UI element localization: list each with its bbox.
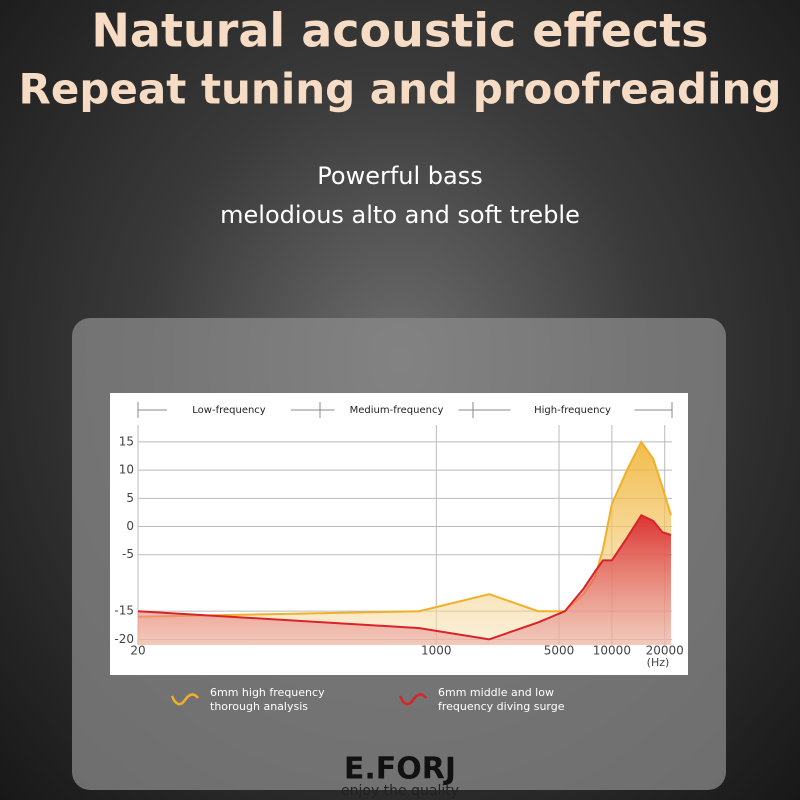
area-fill (138, 515, 671, 645)
y-tick-label: -20 (114, 632, 134, 646)
y-tick-label: -15 (114, 604, 134, 618)
band-label-bg (167, 403, 291, 417)
legend-item: 6mm high frequency thorough analysis (170, 686, 370, 714)
x-tick-label: 20 (130, 644, 145, 658)
legend-item: 6mm middle and low frequency diving surg… (398, 686, 598, 714)
x-tick-label: 1000 (421, 644, 452, 658)
brand-name: E.FORJ (344, 752, 456, 787)
y-tick-label: -5 (122, 547, 134, 561)
title-line: Repeat tuning and proofreading (19, 65, 782, 114)
legend-label: 6mm high frequency thorough analysis (210, 686, 325, 713)
y-tick-label: 10 (119, 463, 134, 477)
x-tick-label: 10000 (593, 644, 631, 658)
band-label: Low-frequency (192, 405, 266, 416)
y-tick-label: 5 (126, 491, 134, 505)
legend-swatch (170, 693, 199, 706)
title-line: Natural acoustic effects (91, 4, 708, 58)
subtitle-line: Powerful bass (317, 162, 482, 190)
legend-icon (170, 693, 199, 706)
y-tick-label: 0 (126, 519, 134, 533)
x-tick-label: 20000 (646, 644, 684, 658)
band-label: High-frequency (534, 405, 611, 416)
legend-swatch (398, 693, 427, 706)
series-line (137, 514, 672, 641)
legend-label: 6mm middle and low frequency diving surg… (438, 686, 565, 713)
x-unit: (Hz) (647, 656, 670, 669)
y-tick-label: 15 (119, 434, 134, 448)
series-line (137, 439, 672, 618)
band-label-bg (334, 403, 459, 417)
subtitle-line: melodious alto and soft treble (220, 201, 580, 229)
brand-tagline: enjoy the quality (341, 783, 459, 799)
x-tick-label: 5000 (544, 644, 575, 658)
band-label: Medium-frequency (350, 405, 444, 416)
band-label-bg (510, 403, 635, 417)
legend-icon (398, 693, 427, 706)
